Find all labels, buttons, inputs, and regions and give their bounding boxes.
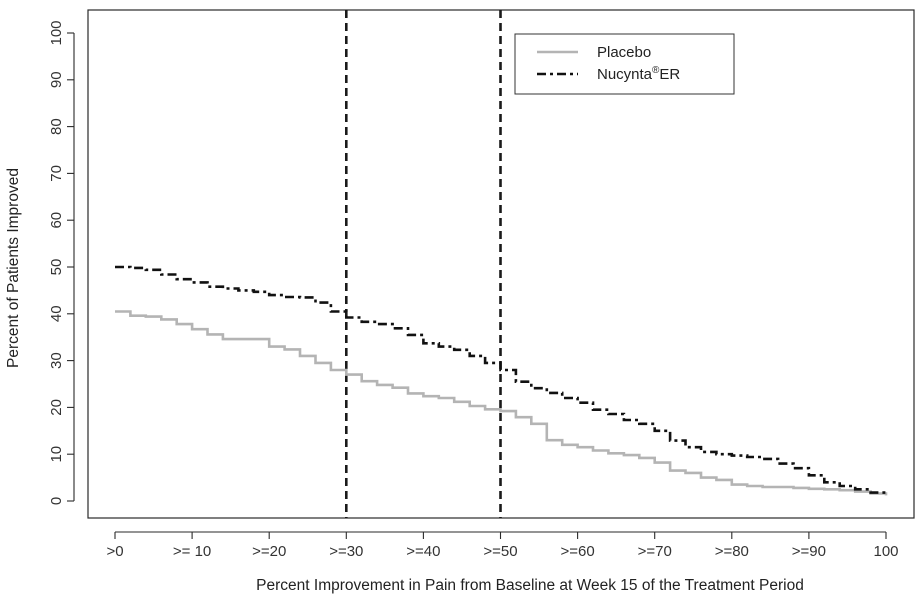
y-tick-label: 90 (48, 71, 65, 88)
series-placebo-line (115, 310, 888, 496)
y-axis-title: Percent of Patients Improved (5, 168, 22, 368)
x-tick-label: 100 (873, 543, 898, 560)
legend-box (514, 33, 735, 95)
x-tick-label: >= 10 (173, 543, 211, 560)
series-nucynta-er-line (115, 265, 888, 496)
x-axis: >0 >= 10 >=20 >=30 >=40 >=50 >=60 >=70 >=80 >=90 1… (106, 531, 899, 560)
y-tick-label: 80 (48, 118, 65, 135)
y-tick-label: 30 (48, 352, 65, 369)
x-tick-label: >0 (106, 543, 123, 560)
legend-nucynta-suffix: ER (659, 66, 680, 83)
y-tick-label: 70 (48, 165, 65, 182)
y-tick-label: 10 (48, 446, 65, 463)
x-tick-label: >=50 (483, 543, 517, 560)
legend-label-nucynta: Nucynta®ER (597, 65, 680, 83)
x-tick-label: >=40 (406, 543, 440, 560)
y-tick-label: 0 (48, 497, 65, 505)
reference-lines (344, 10, 502, 518)
x-tick-label: >=30 (329, 543, 363, 560)
legend: Placebo Nucynta®ER (514, 33, 735, 95)
x-tick-label: >=70 (638, 543, 672, 560)
series-layer (115, 265, 888, 496)
x-tick-label: >=90 (792, 543, 826, 560)
y-axis: 0 10 20 30 40 50 60 70 80 90 100 (48, 20, 75, 505)
y-tick-label: 60 (48, 212, 65, 229)
legend-nucynta-registered-mark: ® (652, 65, 660, 76)
y-tick-label: 40 (48, 305, 65, 322)
legend-nucynta-name: Nucynta (597, 66, 653, 83)
x-axis-title: Percent Improvement in Pain from Baselin… (256, 577, 804, 594)
x-tick-label: >=20 (252, 543, 286, 560)
legend-label-placebo: Placebo (597, 44, 651, 61)
y-tick-label: 100 (48, 20, 65, 45)
x-tick-label: >=80 (715, 543, 749, 560)
y-tick-label: 20 (48, 399, 65, 416)
x-tick-label: >=60 (560, 543, 594, 560)
y-tick-label: 50 (48, 259, 65, 276)
